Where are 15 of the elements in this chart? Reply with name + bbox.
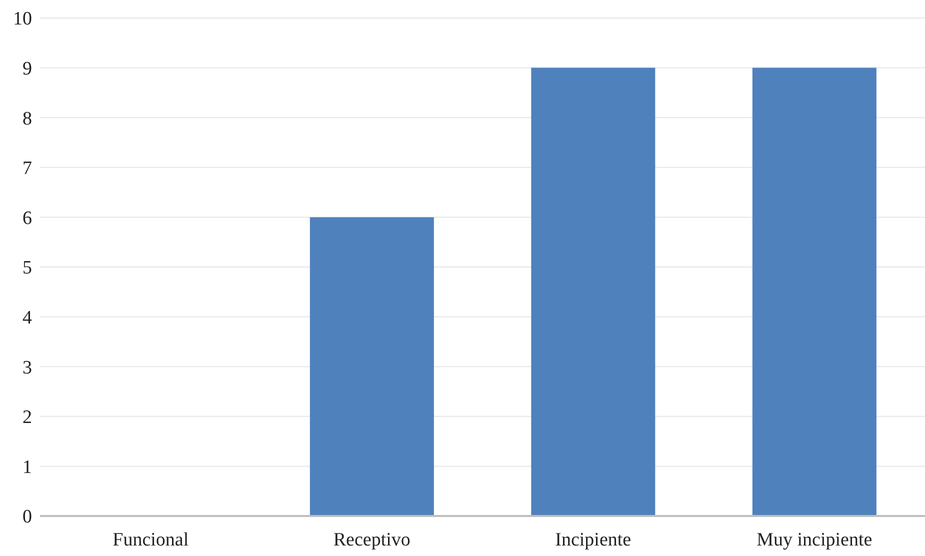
y-tick-label: 0 — [22, 506, 32, 528]
y-tick-label: 10 — [13, 8, 32, 30]
x-tick-label: Receptivo — [333, 529, 410, 550]
y-tick-label: 5 — [22, 258, 32, 279]
y-tick-label: 4 — [22, 308, 32, 329]
x-tick-label: Incipiente — [555, 529, 632, 550]
y-tick-label: 7 — [22, 158, 32, 180]
y-tick-label: 3 — [22, 357, 32, 378]
y-tick-label: 8 — [22, 108, 32, 130]
x-tick-label: Funcional — [112, 529, 189, 550]
x-tick-label: Muy incipiente — [756, 529, 872, 550]
y-tick-label: 2 — [22, 407, 32, 428]
y-tick-label: 6 — [22, 208, 32, 229]
y-tick-label: 9 — [22, 58, 32, 80]
y-tick-label: 1 — [22, 456, 32, 478]
